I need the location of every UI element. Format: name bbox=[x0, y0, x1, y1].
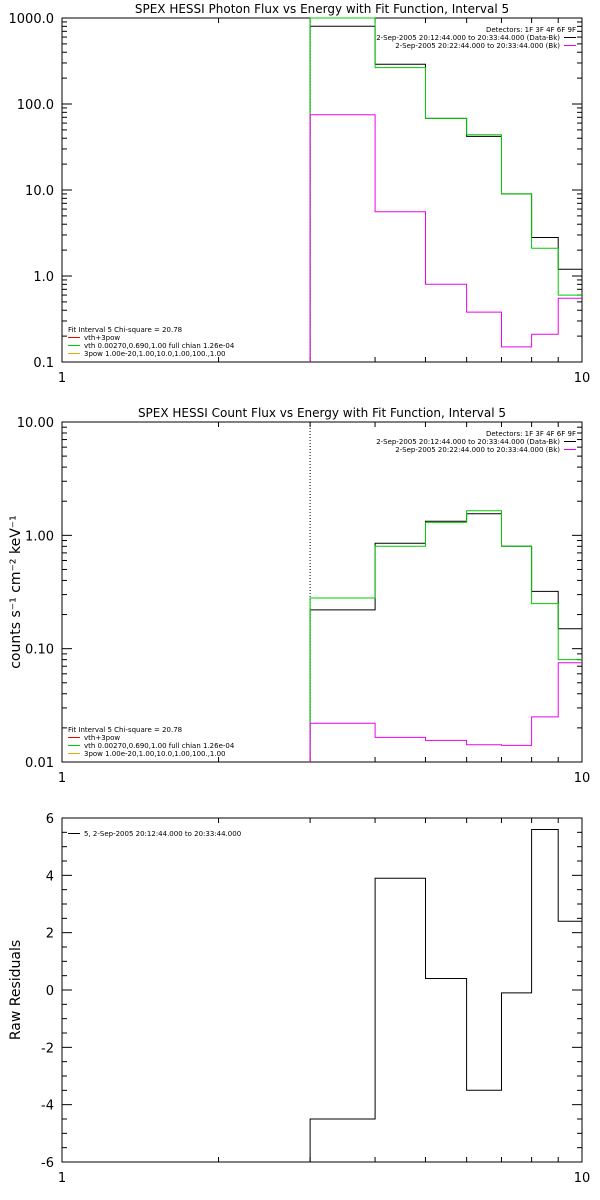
series-1-line bbox=[309, 17, 582, 362]
y-tick-label: 1.0 bbox=[33, 270, 54, 285]
y-tick-label: 0.01 bbox=[25, 756, 54, 771]
series-1-line bbox=[309, 510, 582, 762]
x-tick-label: 10 bbox=[574, 1171, 591, 1186]
count-flux-panel: 1 10 0.01 0.10 1.00 10.00 SPEX HESSI Count Flu… bbox=[8, 406, 590, 786]
plot-frame bbox=[61, 817, 583, 1163]
y-tick-label: 0 bbox=[46, 984, 54, 999]
x-tick-label: 1 bbox=[58, 371, 66, 386]
series-0-line bbox=[309, 513, 582, 762]
legend-right-entry: Detectors: 1F 3F 4F 6F 9F bbox=[486, 26, 576, 34]
y-tick-label: -4 bbox=[41, 1099, 54, 1114]
legend-left-entry: vth+3pow bbox=[84, 334, 120, 342]
y-tick-label: -6 bbox=[41, 1156, 54, 1171]
legend-right-entry: 2-Sep-2005 20:12:44.000 to 20:33:44.000 … bbox=[376, 34, 560, 42]
legend-left-entry: vth 0.00270,0.690,1.00 full chian 1.26e-… bbox=[84, 742, 235, 750]
plot-frame bbox=[61, 421, 583, 763]
y-tick-label: 10.0 bbox=[25, 184, 54, 199]
legend-right-entry: 2-Sep-2005 20:22:44.000 to 20:33:44.000 … bbox=[395, 446, 560, 454]
legend-right-entry: 2-Sep-2005 20:22:44.000 to 20:33:44.000 … bbox=[395, 42, 560, 50]
series-2-line bbox=[309, 114, 582, 362]
y-tick-label: 1000.0 bbox=[9, 12, 55, 27]
series-0-line bbox=[309, 829, 582, 1162]
series-2-line bbox=[309, 662, 582, 762]
series-0-line bbox=[309, 25, 582, 362]
y-tick-label: 0.10 bbox=[25, 643, 54, 658]
y-tick-label: 4 bbox=[46, 869, 54, 884]
y-tick-label: 2 bbox=[46, 927, 54, 942]
y-axis-label: Raw Residuals bbox=[8, 940, 24, 1040]
legend-left-entry: 5, 2-Sep-2005 20:12:44.000 to 20:33:44.0… bbox=[84, 830, 241, 838]
chart-title: SPEX HESSI Count Flux vs Energy with Fit… bbox=[138, 406, 506, 420]
y-tick-label: 10.00 bbox=[17, 416, 54, 431]
y-axis-label: counts s⁻¹ cm⁻² keV⁻¹ bbox=[8, 515, 24, 669]
legend-left-entry: Fit Interval 5 Chi-square = 20.78 bbox=[68, 726, 182, 734]
residuals-panel: 1 10 -6 -4 -2 0 2 4 6 Raw Residuals 5, 2-Sep-2005 … bbox=[8, 812, 590, 1186]
legend-left-entry: vth 0.00270,0.690,1.00 full chian 1.26e-… bbox=[84, 342, 235, 350]
x-tick-label: 1 bbox=[58, 771, 66, 786]
y-tick-label: -2 bbox=[41, 1041, 54, 1056]
y-tick-label: 100.0 bbox=[17, 98, 54, 113]
legend-right-entry: 2-Sep-2005 20:12:44.000 to 20:33:44.000 … bbox=[376, 438, 560, 446]
plot-frame bbox=[61, 17, 583, 363]
chart-title: SPEX HESSI Photon Flux vs Energy with Fi… bbox=[135, 2, 509, 16]
legend-left-entry: Fit Interval 5 Chi-square = 20.78 bbox=[68, 326, 182, 334]
legend-left-entry: 3pow 1.00e-20,1.00,10.0,1.00,100.,1.00 bbox=[84, 350, 226, 358]
legend-left-entry: vth+3pow bbox=[84, 734, 120, 742]
x-tick-label: 10 bbox=[574, 371, 591, 386]
photon-flux-panel: 1 10 0.1 1.0 10.0 100.0 1000.0 SPEX HESSI Photo… bbox=[9, 2, 591, 386]
y-tick-label: 1.00 bbox=[25, 529, 54, 544]
y-tick-label: 6 bbox=[46, 812, 54, 827]
legend-left-entry: 3pow 1.00e-20,1.00,10.0,1.00,100.,1.00 bbox=[84, 750, 226, 758]
legend-right-entry: Detectors: 1F 3F 4F 6F 9F bbox=[486, 430, 576, 438]
x-tick-label: 1 bbox=[58, 1171, 66, 1186]
x-tick-label: 10 bbox=[574, 771, 591, 786]
y-tick-label: 0.1 bbox=[33, 356, 54, 371]
